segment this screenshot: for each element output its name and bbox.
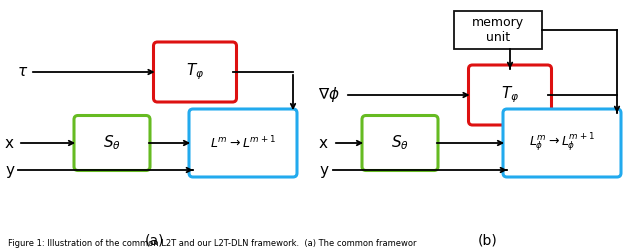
Text: $T_{\varphi}$: $T_{\varphi}$ — [501, 85, 519, 105]
Text: y: y — [319, 163, 328, 177]
Text: Figure 1: Illustration of the common L2T and our L2T-DLN framework.  (a) The com: Figure 1: Illustration of the common L2T… — [8, 239, 417, 248]
Text: (a): (a) — [145, 233, 164, 247]
Text: $S_{\theta}$: $S_{\theta}$ — [103, 134, 121, 152]
FancyBboxPatch shape — [503, 109, 621, 177]
Text: $T_{\varphi}$: $T_{\varphi}$ — [186, 62, 204, 82]
FancyBboxPatch shape — [189, 109, 297, 177]
Bar — [454, 11, 542, 49]
Text: $\nabla\phi$: $\nabla\phi$ — [318, 85, 340, 105]
Text: x: x — [319, 136, 328, 150]
Text: x: x — [5, 136, 14, 150]
FancyBboxPatch shape — [74, 115, 150, 171]
FancyBboxPatch shape — [154, 42, 237, 102]
Text: $\tau$: $\tau$ — [17, 65, 28, 79]
Text: y: y — [5, 163, 14, 177]
Text: (b): (b) — [478, 233, 498, 247]
Text: $S_{\theta}$: $S_{\theta}$ — [391, 134, 409, 152]
Text: $L^{m} \rightarrow L^{m+1}$: $L^{m} \rightarrow L^{m+1}$ — [210, 135, 276, 151]
FancyBboxPatch shape — [468, 65, 552, 125]
Text: $L^{m}_{\phi} \rightarrow L^{m+1}_{\phi}$: $L^{m}_{\phi} \rightarrow L^{m+1}_{\phi}… — [529, 132, 595, 154]
Text: memory
unit: memory unit — [472, 16, 524, 44]
FancyBboxPatch shape — [362, 115, 438, 171]
